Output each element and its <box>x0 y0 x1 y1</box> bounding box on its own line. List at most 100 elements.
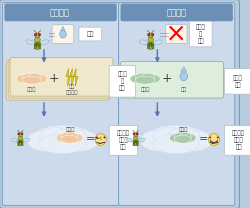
Ellipse shape <box>38 33 41 36</box>
Text: 嫌悪学習: 嫌悪学習 <box>50 8 70 17</box>
Ellipse shape <box>61 135 78 143</box>
Ellipse shape <box>182 134 196 142</box>
Ellipse shape <box>96 136 98 139</box>
Ellipse shape <box>59 130 99 151</box>
Polygon shape <box>70 68 74 86</box>
Ellipse shape <box>148 33 153 38</box>
Text: におい: におい <box>27 87 36 92</box>
Ellipse shape <box>34 33 37 36</box>
Ellipse shape <box>134 133 138 136</box>
Ellipse shape <box>174 135 192 143</box>
Ellipse shape <box>133 136 138 140</box>
FancyBboxPatch shape <box>120 4 233 21</box>
Ellipse shape <box>18 73 45 84</box>
Ellipse shape <box>68 134 83 142</box>
Text: 学習前
の
臭覚: 学習前 の 臭覚 <box>196 24 206 44</box>
FancyBboxPatch shape <box>120 62 224 98</box>
Text: １回の
学習: １回の 学習 <box>233 75 242 88</box>
Ellipse shape <box>22 73 36 81</box>
Ellipse shape <box>139 40 148 45</box>
Text: きらい: きらい <box>66 127 75 132</box>
Ellipse shape <box>141 73 155 81</box>
Ellipse shape <box>34 43 41 48</box>
FancyBboxPatch shape <box>190 21 212 47</box>
Ellipse shape <box>167 128 200 145</box>
FancyBboxPatch shape <box>4 4 117 21</box>
Ellipse shape <box>132 73 159 84</box>
Ellipse shape <box>148 43 154 48</box>
Ellipse shape <box>154 40 162 45</box>
Ellipse shape <box>133 140 138 143</box>
FancyBboxPatch shape <box>224 126 250 155</box>
Ellipse shape <box>136 133 138 135</box>
Ellipse shape <box>18 133 22 136</box>
Ellipse shape <box>35 33 40 38</box>
Ellipse shape <box>174 133 186 140</box>
Ellipse shape <box>27 130 66 151</box>
Ellipse shape <box>18 136 23 140</box>
Ellipse shape <box>133 142 138 146</box>
Ellipse shape <box>66 133 78 140</box>
Ellipse shape <box>140 130 180 151</box>
FancyBboxPatch shape <box>224 68 250 94</box>
FancyBboxPatch shape <box>165 25 187 43</box>
Ellipse shape <box>11 138 18 142</box>
Ellipse shape <box>133 133 135 135</box>
Ellipse shape <box>130 74 146 83</box>
Text: =: = <box>86 134 95 145</box>
Ellipse shape <box>144 125 208 154</box>
Text: 長期記憶
として
定着: 長期記憶 として 定着 <box>232 131 245 150</box>
Ellipse shape <box>95 134 106 145</box>
Text: 報酬: 報酬 <box>181 87 187 92</box>
Ellipse shape <box>28 73 42 81</box>
Text: 臭覚: 臭覚 <box>86 31 94 37</box>
Ellipse shape <box>148 33 150 36</box>
Ellipse shape <box>152 33 154 36</box>
Text: 長期記憶
として
定着: 長期記憶 として 定着 <box>117 131 130 150</box>
Text: 複数回
の
学習: 複数回 の 学習 <box>118 72 127 91</box>
Ellipse shape <box>148 37 154 42</box>
Ellipse shape <box>18 142 23 146</box>
Ellipse shape <box>18 141 23 145</box>
Ellipse shape <box>153 128 185 145</box>
Ellipse shape <box>40 40 49 45</box>
Ellipse shape <box>153 134 200 154</box>
Ellipse shape <box>144 74 160 83</box>
Polygon shape <box>66 68 70 86</box>
Ellipse shape <box>61 133 73 140</box>
Polygon shape <box>61 26 65 30</box>
Text: =: = <box>199 134 208 145</box>
Ellipse shape <box>34 45 41 49</box>
Ellipse shape <box>56 134 71 142</box>
Polygon shape <box>181 67 186 72</box>
Text: 電気
ショック: 電気 ショック <box>66 84 78 95</box>
Ellipse shape <box>58 132 82 143</box>
Ellipse shape <box>104 136 106 139</box>
Ellipse shape <box>40 134 86 154</box>
Ellipse shape <box>135 76 155 84</box>
FancyBboxPatch shape <box>109 66 136 97</box>
Ellipse shape <box>133 141 138 145</box>
Ellipse shape <box>54 128 86 145</box>
Ellipse shape <box>17 74 33 83</box>
Ellipse shape <box>23 138 30 142</box>
FancyBboxPatch shape <box>10 58 113 96</box>
FancyBboxPatch shape <box>6 62 109 100</box>
Ellipse shape <box>18 133 20 135</box>
Ellipse shape <box>148 42 154 46</box>
Ellipse shape <box>148 45 154 49</box>
Ellipse shape <box>21 133 23 135</box>
Text: ><: >< <box>93 135 102 140</box>
Ellipse shape <box>180 133 192 140</box>
FancyBboxPatch shape <box>109 126 138 155</box>
Ellipse shape <box>34 37 40 42</box>
Ellipse shape <box>60 30 66 38</box>
Ellipse shape <box>40 128 72 145</box>
Ellipse shape <box>171 132 195 143</box>
FancyBboxPatch shape <box>119 2 235 206</box>
FancyBboxPatch shape <box>2 2 119 206</box>
Ellipse shape <box>34 42 41 46</box>
Ellipse shape <box>135 73 149 81</box>
Text: におい: におい <box>140 87 150 92</box>
Ellipse shape <box>26 40 34 45</box>
